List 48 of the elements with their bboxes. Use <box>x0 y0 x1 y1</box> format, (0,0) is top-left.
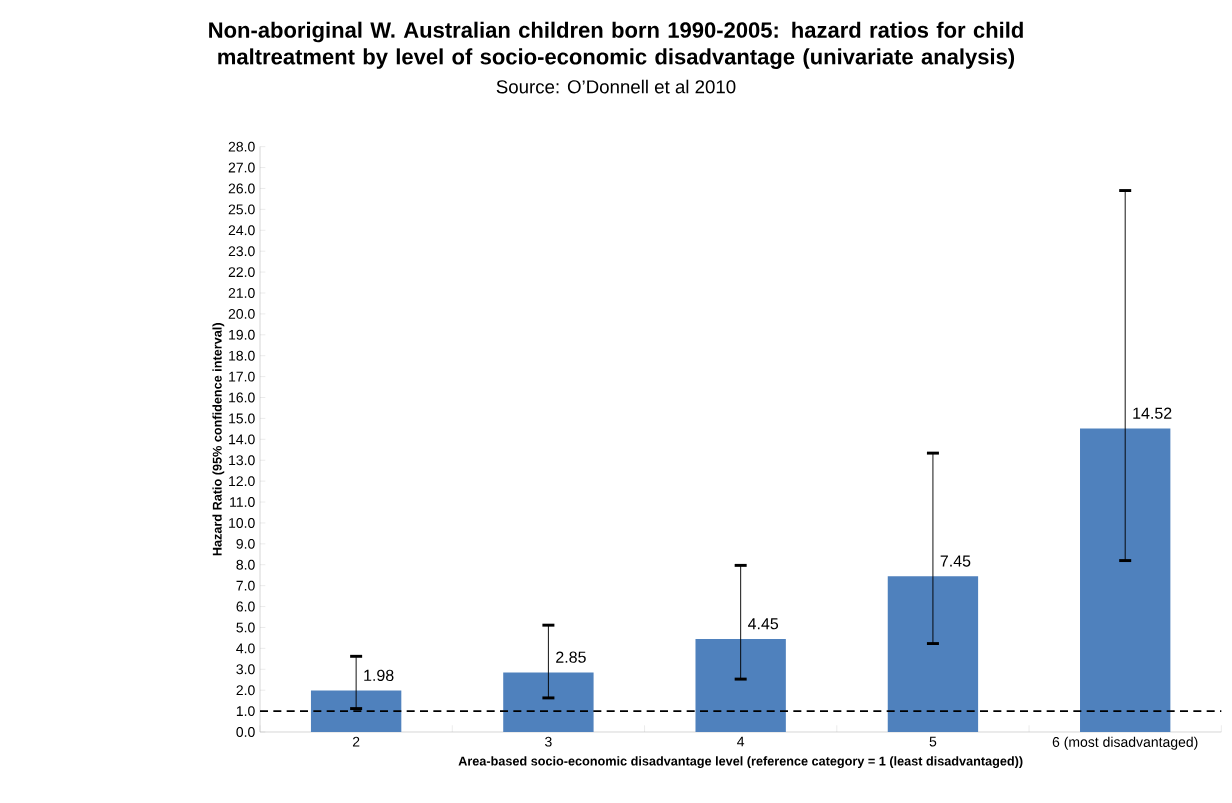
y-tick-label: 18.0 <box>229 350 255 361</box>
bar <box>310 690 402 733</box>
y-tick-label: 7.0 <box>236 580 255 591</box>
data-label: 4.45 <box>747 618 779 630</box>
bar <box>503 672 594 733</box>
y-tick-label: 10.0 <box>229 518 255 529</box>
y-tick-label: 24.0 <box>228 225 255 236</box>
y-tick-label: 8.0 <box>236 559 255 570</box>
chart-title: Non-aboriginal W. Australian children born 1990-2005: hazard ratios for child maltreatment by level of socio-economic disadvantage (univariate analysis) <box>209 21 1023 70</box>
y-tick-label: 12.0 <box>229 476 255 487</box>
y-tick-label: 16.0 <box>229 392 255 403</box>
source-note: Source: O’Donnell et al 2010 <box>496 79 736 94</box>
y-axis-title: Hazard Ratio (95% confidence interval) <box>212 323 225 556</box>
x-tick-label: 6 (most disadvantaged) <box>1052 736 1198 750</box>
y-tick-label: 14.0 <box>229 434 255 445</box>
y-tick-label: 25.0 <box>228 204 255 215</box>
y-tick-label: 9.0 <box>236 539 255 549</box>
y-tick-label: 0.0 <box>236 727 255 738</box>
y-tick-label: 26.0 <box>228 183 255 194</box>
y-tick-label: 1.0 <box>236 706 255 717</box>
y-tick-label: 21.0 <box>228 288 255 299</box>
x-tick-label: 3 <box>545 736 552 747</box>
bar <box>695 639 786 733</box>
y-tick-label: 20.0 <box>228 309 255 320</box>
y-tick-label: 13.0 <box>229 455 255 466</box>
data-label: 14.52 <box>1133 407 1172 420</box>
y-tick-label: 4.0 <box>236 643 255 654</box>
y-tick-label: 3.0 <box>236 664 255 675</box>
bar <box>887 576 979 733</box>
data-label: 1.98 <box>364 669 394 682</box>
x-tick-label: 2 <box>352 736 360 747</box>
y-tick-label: 6.0 <box>236 601 255 612</box>
y-tick-label: 5.0 <box>236 622 255 633</box>
data-label: 7.45 <box>940 555 971 567</box>
y-tick-label: 27.0 <box>228 162 255 173</box>
y-tick-label: 22.0 <box>228 267 255 278</box>
data-label: 2.85 <box>556 651 586 663</box>
y-tick-label: 11.0 <box>230 497 255 508</box>
bar <box>1080 428 1171 733</box>
x-axis-title: Area-based socio-economic disadvantage level (reference category = 1 (least disadvantaged)) <box>458 756 1023 769</box>
y-tick-label: 17.0 <box>229 371 255 382</box>
y-tick-label: 28.0 <box>228 141 255 152</box>
x-tick-label: 5 <box>929 736 937 747</box>
x-tick-label: 4 <box>737 736 745 747</box>
y-tick-label: 2.0 <box>236 685 255 696</box>
y-tick-label: 15.0 <box>229 413 255 424</box>
y-tick-label: 23.0 <box>228 246 255 257</box>
y-tick-label: 19.0 <box>229 330 255 340</box>
